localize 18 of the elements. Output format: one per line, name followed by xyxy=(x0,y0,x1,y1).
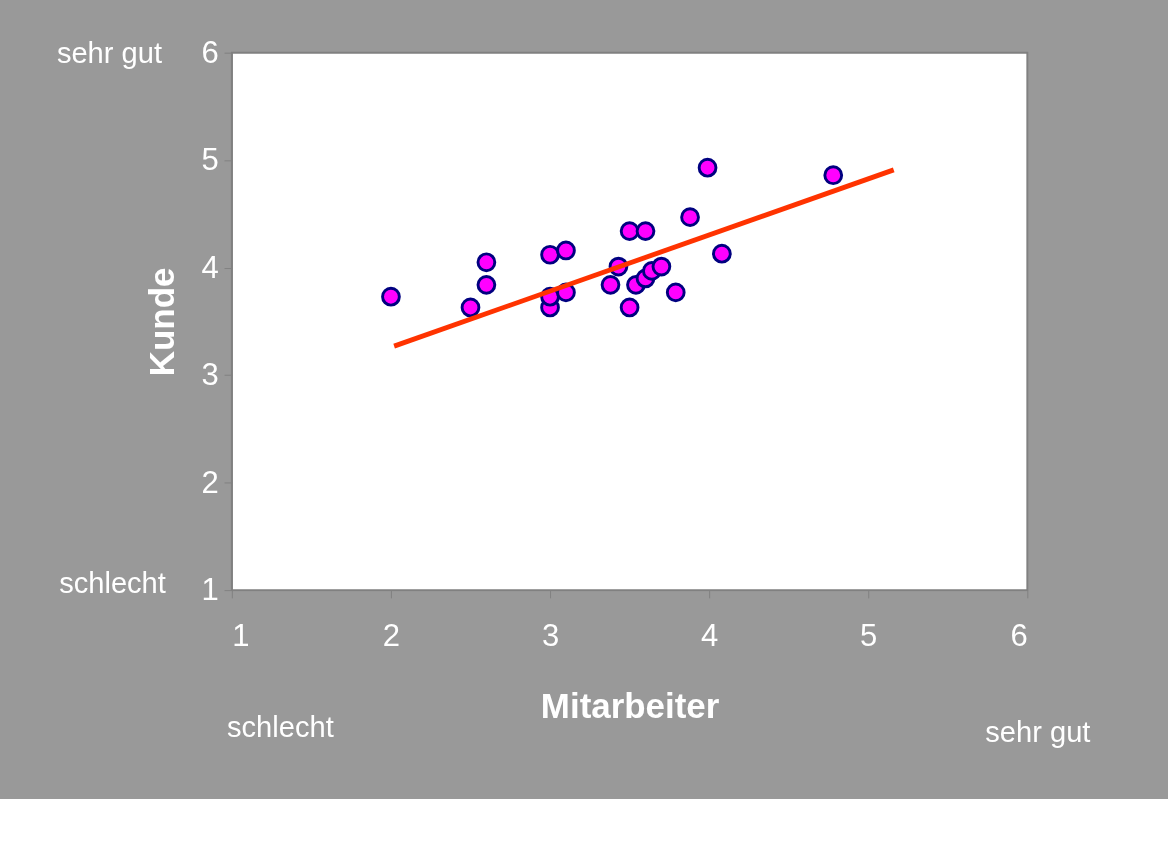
y-axis-title: Kunde xyxy=(142,267,182,377)
y-tick-label: 5 xyxy=(201,142,219,178)
x-tick-label: 3 xyxy=(541,617,560,653)
x-tick-label: 5 xyxy=(860,617,878,653)
x-tick-label: 6 xyxy=(1010,617,1028,653)
y-tick-label: 1 xyxy=(201,572,219,608)
x-axis-title: Mitarbeiter xyxy=(540,685,720,725)
text: sehr gut xyxy=(56,37,163,70)
y-tick-label: 3 xyxy=(201,357,219,393)
text: schlecht xyxy=(59,567,166,600)
y-tick-label: 2 xyxy=(201,464,219,500)
x-tick-label: 4 xyxy=(701,617,719,653)
x-tick-label: 1 xyxy=(232,617,250,653)
x-tick-label: 2 xyxy=(382,617,401,653)
text: sehr gut xyxy=(985,716,1091,749)
y-tick-label: 6 xyxy=(201,34,219,70)
y-tick-label: 4 xyxy=(201,249,219,285)
text: schlecht xyxy=(227,710,334,743)
